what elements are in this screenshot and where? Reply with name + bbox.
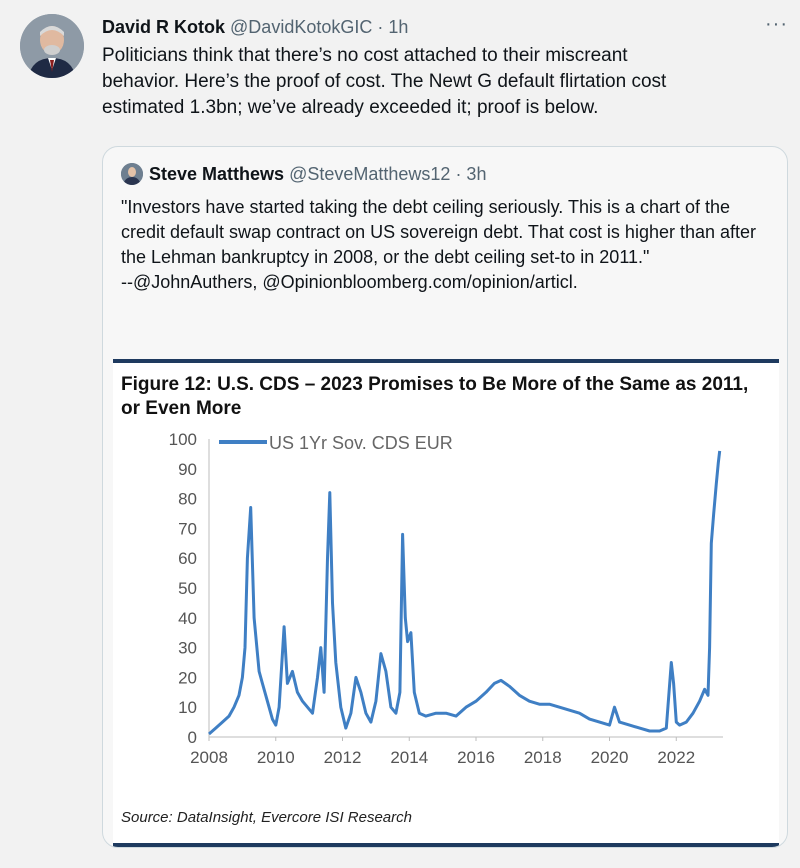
figure-source: Source: DataInsight, Evercore ISI Resear…	[121, 809, 412, 826]
tweet-text: Politicians think that there’s no cost a…	[102, 45, 667, 118]
figure-top-rule	[113, 359, 779, 363]
quoted-author-name[interactable]: Steve Matthews	[149, 164, 285, 184]
y-tick-label: 100	[169, 430, 197, 449]
x-tick-label: 2018	[524, 748, 562, 767]
y-tick-label: 20	[178, 668, 197, 687]
author-avatar[interactable]	[20, 14, 84, 78]
tweet: David R Kotok @DavidKotokGIC · 1h Politi…	[102, 14, 792, 121]
author-avatar-image	[20, 14, 84, 78]
more-options-icon[interactable]: ···	[765, 13, 788, 35]
chart-image[interactable]: Figure 12: U.S. CDS – 2023 Promises to B…	[113, 359, 779, 847]
author-handle[interactable]: @DavidKotokGIC	[230, 17, 373, 37]
quoted-tweet-attribution: --@JohnAuthers, @Opinionbloomberg.com/op…	[121, 272, 578, 292]
x-tick-label: 2008	[190, 748, 228, 767]
quoted-author-avatar[interactable]	[121, 163, 143, 185]
figure-title: Figure 12: U.S. CDS – 2023 Promises to B…	[121, 374, 749, 419]
quoted-tweet-timestamp[interactable]: · 3h	[455, 164, 487, 184]
y-tick-label: 80	[178, 490, 197, 509]
quoted-tweet-quote: "Investors have started taking the debt …	[121, 197, 757, 267]
y-tick-label: 60	[178, 549, 197, 568]
y-tick-label: 70	[178, 519, 197, 538]
quoted-tweet-text: "Investors have started taking the debt …	[121, 195, 771, 295]
x-tick-label: 2012	[324, 748, 362, 767]
y-tick-label: 10	[178, 698, 197, 717]
cds-line-chart: 0 10 20 30 40 50 60 70 80 90 100 2008 2010 2012 2014 20…	[169, 430, 723, 767]
y-tick-label: 90	[178, 460, 197, 479]
author-name[interactable]: David R Kotok	[102, 17, 226, 37]
quoted-avatar-image	[121, 163, 143, 185]
y-tick-label: 0	[188, 728, 197, 747]
quoted-tweet-header: Steve Matthews @SteveMatthews12 · 3h	[121, 161, 486, 187]
series-line	[208, 450, 722, 736]
quoted-tweet[interactable]: Steve Matthews @SteveMatthews12 · 3h "In…	[102, 146, 788, 848]
x-tick-label: 2010	[257, 748, 295, 767]
legend-label: US 1Yr Sov. CDS EUR	[269, 433, 453, 453]
x-tick-label: 2022	[657, 748, 695, 767]
x-tick-label: 2020	[591, 748, 629, 767]
tweet-header: David R Kotok @DavidKotokGIC · 1h	[102, 14, 792, 40]
figure-bottom-rule	[113, 843, 779, 847]
tweet-timestamp[interactable]: · 1h	[377, 17, 409, 37]
quoted-author-handle[interactable]: @SteveMatthews12	[289, 164, 451, 184]
y-tick-label: 40	[178, 609, 197, 628]
x-tick-label: 2014	[390, 748, 428, 767]
x-tick-label: 2016	[457, 748, 495, 767]
y-tick-label: 30	[178, 639, 197, 658]
y-tick-label: 50	[178, 579, 197, 598]
